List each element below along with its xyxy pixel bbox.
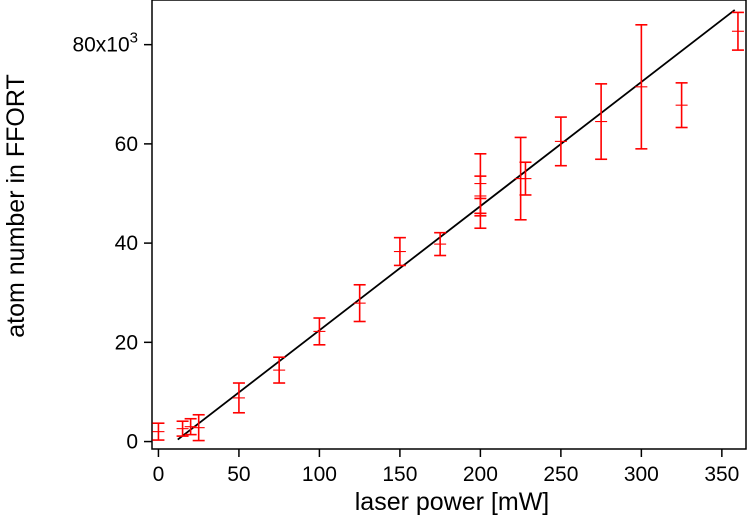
y-axis: 0 20 40 60 80x103 bbox=[72, 30, 152, 454]
data-point bbox=[273, 356, 286, 384]
data-point bbox=[313, 317, 326, 346]
y-tick-label: 0 bbox=[126, 431, 138, 454]
y-axis-title: atom number in FFORT bbox=[2, 74, 30, 338]
x-tick-label: 250 bbox=[543, 463, 578, 486]
y-tick-label: 20 bbox=[115, 331, 138, 354]
x-tick-label: 150 bbox=[382, 463, 417, 486]
fit-line bbox=[177, 9, 736, 441]
y-tick-exponent: 3 bbox=[130, 30, 138, 47]
data-point bbox=[731, 11, 744, 51]
data-point bbox=[474, 197, 487, 230]
x-tick-label: 200 bbox=[463, 463, 498, 486]
data-points bbox=[152, 11, 744, 442]
data-point bbox=[393, 236, 406, 267]
data-point bbox=[176, 420, 189, 437]
fit-line-group bbox=[177, 9, 736, 441]
x-tick-label: 50 bbox=[227, 463, 250, 486]
y-tick-label: 60 bbox=[115, 133, 138, 156]
data-point bbox=[519, 161, 532, 196]
data-point bbox=[635, 24, 648, 150]
data-point bbox=[554, 116, 567, 167]
data-point bbox=[184, 417, 197, 436]
data-point bbox=[675, 82, 688, 129]
x-tick-label: 300 bbox=[624, 463, 659, 486]
data-point bbox=[232, 382, 245, 414]
x-axis-title: laser power [mW] bbox=[355, 488, 549, 516]
y-tick-label: 40 bbox=[115, 232, 138, 255]
data-point bbox=[595, 83, 608, 161]
data-point bbox=[192, 413, 205, 442]
plot-frame bbox=[151, 0, 747, 450]
x-tick-label: 100 bbox=[302, 463, 337, 486]
x-tick-label: 0 bbox=[153, 463, 165, 486]
x-axis: 0 50 100 150 200 250 300 350 bbox=[153, 449, 739, 486]
data-point bbox=[353, 283, 366, 323]
y-tick-label: 80x103 bbox=[72, 30, 138, 57]
data-point bbox=[152, 422, 165, 441]
data-point bbox=[434, 231, 447, 257]
x-tick-label: 350 bbox=[704, 463, 739, 486]
